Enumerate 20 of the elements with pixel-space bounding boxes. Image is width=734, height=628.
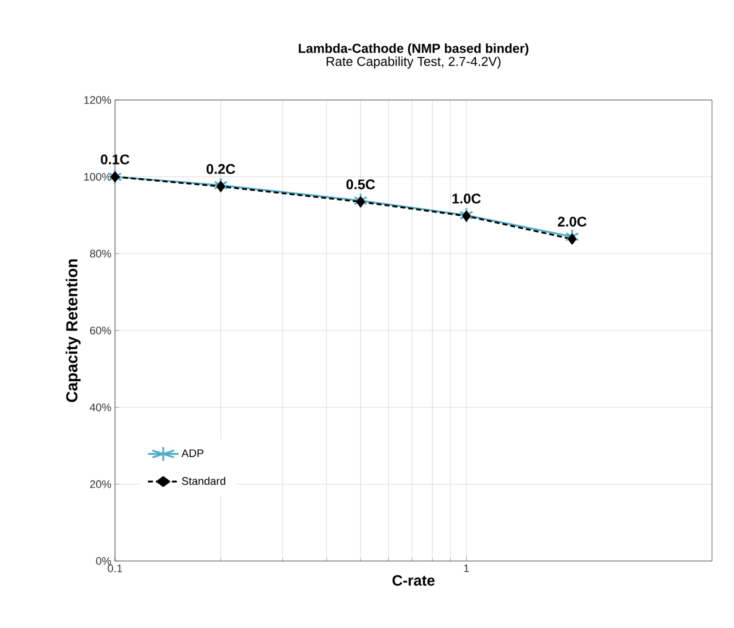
y-tick-label: 0% (96, 557, 112, 565)
annotation: 2.0C (558, 216, 587, 227)
annotation: 0.1C (100, 154, 130, 164)
y-tick-label: 20% (90, 480, 112, 488)
y-tick-label: 100% (84, 172, 112, 181)
annotation: 0.2C (206, 164, 236, 174)
annotation: 1.0C (452, 194, 481, 204)
x-tick-label: 1 (464, 564, 469, 572)
legend-label: ADP (181, 449, 204, 457)
chart-title: Lambda-Cathode (NMP based binder) (298, 43, 528, 56)
x-tick-label: 0.1 (108, 564, 122, 572)
y-tick-label: 40% (90, 403, 112, 412)
chart-subtitle: Rate Capability Test, 2.7-4.2V) (326, 56, 500, 69)
y-axis-title: Capacity Retention (66, 259, 81, 402)
x-axis-title: C-rate (392, 575, 435, 586)
legend-label: Standard (182, 476, 226, 485)
annotation: 0.5C (346, 179, 375, 190)
y-tick-label: 60% (90, 326, 112, 334)
y-tick-label: 120% (84, 96, 112, 104)
y-tick-label: 80% (90, 250, 112, 258)
